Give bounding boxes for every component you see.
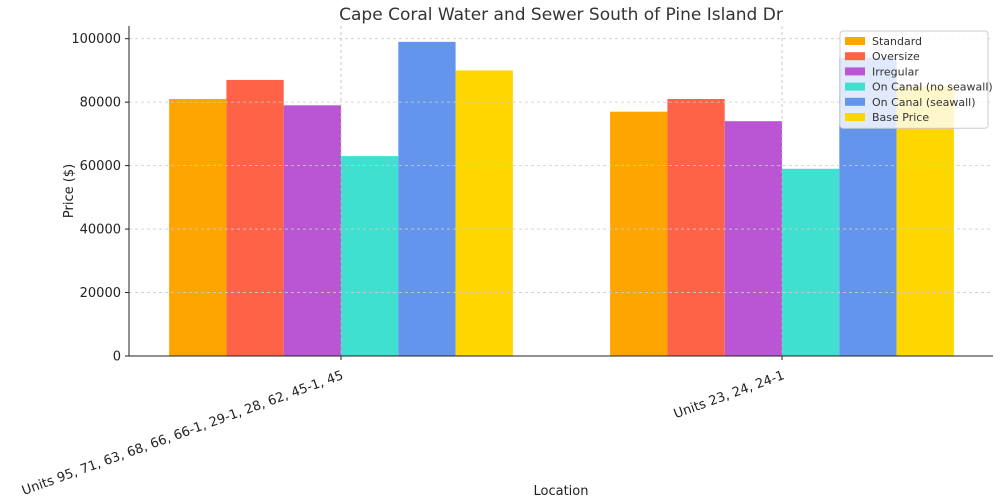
y-axis-label: Price ($) xyxy=(62,164,77,218)
legend-box xyxy=(839,30,989,129)
y-tick-label: 80000 xyxy=(80,96,121,111)
bar xyxy=(782,168,840,356)
bar xyxy=(226,79,284,356)
legend-swatch xyxy=(845,67,865,76)
bar xyxy=(667,98,725,356)
y-tick-label: 100000 xyxy=(71,32,121,47)
y-tick-label: 40000 xyxy=(80,223,121,238)
bar xyxy=(283,105,341,356)
y-tick-label: 20000 xyxy=(80,286,121,301)
legend-swatch xyxy=(845,52,865,61)
bar xyxy=(610,111,668,356)
bar xyxy=(398,41,456,356)
chart-title: Cape Coral Water and Sewer South of Pine… xyxy=(339,5,783,25)
bar xyxy=(724,121,782,356)
bar xyxy=(169,98,227,356)
legend-swatch xyxy=(845,97,865,106)
x-axis-label: Location xyxy=(534,484,589,499)
y-tick-label: 60000 xyxy=(80,159,121,174)
bar xyxy=(455,70,513,356)
legend-label: Standard xyxy=(872,35,922,48)
x-tick-label: Units 23, 24, 24-1 xyxy=(672,368,787,422)
legend-label: Irregular xyxy=(872,65,919,78)
x-tick-label: Units 95, 71, 63, 68, 66, 66-1, 29-1, 28… xyxy=(20,368,345,499)
bar xyxy=(896,86,954,357)
legend-label: Base Price xyxy=(872,111,929,124)
legend-swatch xyxy=(845,37,865,45)
bar xyxy=(341,156,399,356)
legend-label: Oversize xyxy=(872,50,920,63)
bars xyxy=(169,41,954,357)
axes xyxy=(128,26,993,357)
legend-swatch xyxy=(845,82,865,91)
legend-swatch xyxy=(845,113,865,121)
legend-label: On Canal (no seawall) xyxy=(872,81,993,94)
legend: Standard Oversize Irregular On Canal (no se… xyxy=(839,30,993,129)
y-tick-label: 0 xyxy=(113,350,121,365)
legend-label: On Canal (seawall) xyxy=(872,96,976,109)
